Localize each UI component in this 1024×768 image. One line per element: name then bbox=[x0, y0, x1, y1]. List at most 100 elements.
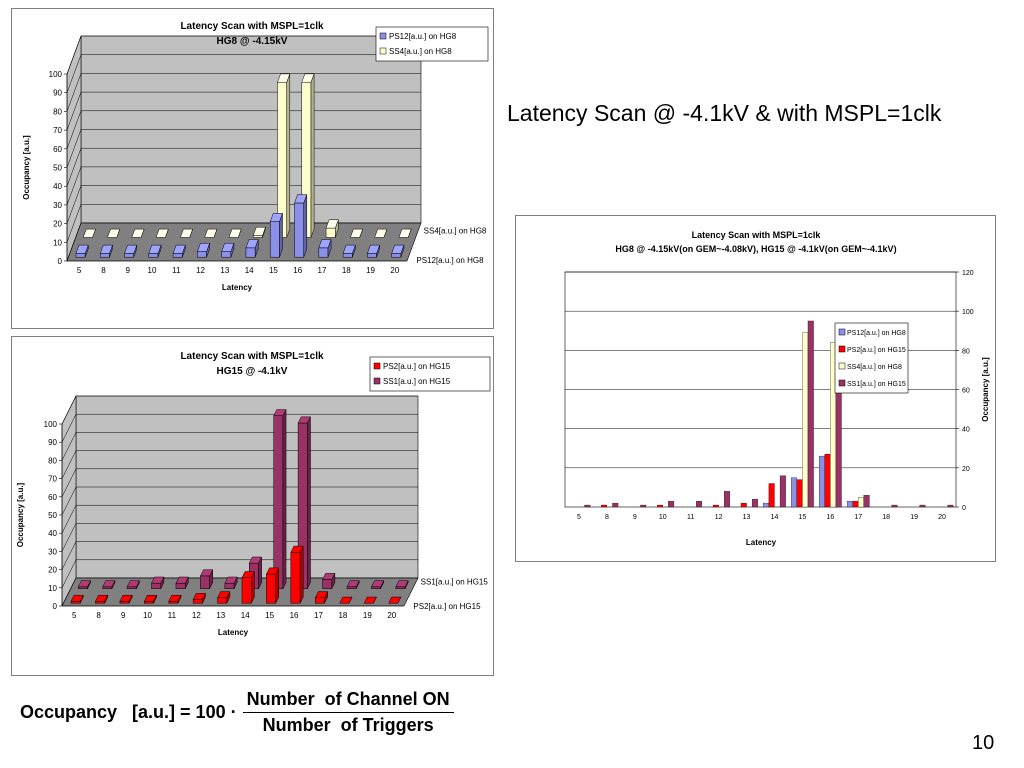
bar bbox=[824, 453, 831, 508]
bar-front bbox=[342, 253, 353, 258]
bar bbox=[751, 499, 758, 508]
bar bbox=[277, 73, 291, 238]
bar-top bbox=[363, 596, 377, 604]
bar-top bbox=[155, 228, 169, 238]
chart-hg8-box: 0 10 20 30 40 50 60 70 80 90 100 5 8 9 10 11 12 13 14 15 16 1… bbox=[11, 8, 494, 329]
bar-front bbox=[151, 582, 162, 589]
y-tick-label: 20 bbox=[962, 466, 970, 473]
bar-top bbox=[342, 244, 356, 254]
chart-hg15-box: 0 10 20 30 40 50 60 70 80 90 100 5 8 9 10 11 12 13 14 15 16 1… bbox=[11, 336, 494, 676]
legend-label: SS1[a.u.] on HG15 bbox=[383, 377, 451, 386]
bar-top bbox=[143, 594, 158, 602]
bar-top bbox=[366, 244, 381, 254]
x-tick-label: 11 bbox=[168, 611, 177, 620]
chart-hg15: 0 10 20 30 40 50 60 70 80 90 100 5 8 9 10 11 12 13 14 15 16 1… bbox=[16, 351, 491, 637]
bar-front bbox=[126, 586, 137, 589]
bar bbox=[217, 591, 231, 604]
bar-top bbox=[179, 228, 194, 238]
occupancy-formula: Occupancy [a.u.] = 100 · Number of Chann… bbox=[20, 688, 454, 736]
x-tick-label: 19 bbox=[910, 514, 918, 521]
gridline bbox=[61, 413, 418, 443]
legend-box bbox=[834, 322, 909, 394]
bar-front bbox=[197, 251, 207, 258]
y-tick-label: 100 bbox=[962, 309, 974, 316]
bar bbox=[151, 576, 165, 589]
bar bbox=[168, 594, 182, 604]
bar-front bbox=[119, 601, 130, 604]
bar bbox=[99, 244, 113, 258]
bar bbox=[768, 483, 775, 508]
x-tick-label: 14 bbox=[245, 266, 254, 275]
x-tick-label: 17 bbox=[854, 514, 862, 521]
bar bbox=[818, 455, 825, 508]
bar bbox=[363, 596, 377, 604]
bar-front bbox=[266, 573, 276, 604]
x-axis-title: Latency bbox=[222, 283, 253, 292]
chart-combined: 0 20 40 60 80 100 120 5 8 9 10 11 12 13 14 15 16 17 18 19 20… bbox=[564, 230, 990, 547]
bar bbox=[740, 502, 747, 508]
chart-hg8: 0 10 20 30 40 50 60 70 80 90 100 5 8 9 10 11 12 13 14 15 16 1… bbox=[22, 21, 489, 292]
bar-top bbox=[273, 409, 287, 416]
bar-front bbox=[241, 577, 252, 604]
bar bbox=[779, 475, 786, 508]
bar bbox=[301, 73, 315, 238]
chart-title: Latency Scan with MSPL=1clk bbox=[692, 230, 822, 240]
series-depth-label: PS12[a.u.] on HG8 bbox=[416, 256, 484, 265]
legend-swatch bbox=[838, 362, 846, 370]
bar-front bbox=[252, 235, 263, 238]
x-tick-label: 13 bbox=[216, 611, 225, 620]
bar bbox=[374, 228, 388, 238]
bar-top bbox=[339, 596, 353, 604]
chart-title: Latency Scan with MSPL=1clk bbox=[180, 351, 324, 362]
x-tick-label: 9 bbox=[125, 266, 130, 275]
legend-label: PS2[a.u.] on HG15 bbox=[383, 362, 451, 371]
chart-subtitle: HG15 @ -4.1kV bbox=[217, 366, 288, 377]
y-tick-label: 70 bbox=[53, 126, 62, 135]
bar-top bbox=[391, 244, 405, 254]
bar bbox=[252, 226, 266, 238]
bar-front bbox=[367, 253, 377, 258]
formula-fraction: Number of Channel ON Number of Triggers bbox=[242, 689, 454, 736]
legend-swatch bbox=[379, 47, 387, 55]
y-tick-label: 10 bbox=[48, 584, 57, 593]
bar-front bbox=[75, 253, 86, 258]
x-tick-label: 17 bbox=[318, 266, 327, 275]
bar-front bbox=[221, 251, 232, 258]
bar-side bbox=[282, 409, 287, 589]
legend-swatch bbox=[838, 328, 846, 336]
bar-front bbox=[78, 586, 88, 589]
bar bbox=[395, 580, 409, 589]
bar bbox=[891, 504, 898, 508]
bar bbox=[398, 228, 412, 238]
y-tick-label: 100 bbox=[49, 70, 63, 79]
x-tick-label: 12 bbox=[192, 611, 201, 620]
x-tick-label: 20 bbox=[938, 514, 946, 521]
legend-label: PS12[a.u.] on HG8 bbox=[389, 32, 457, 41]
x-tick-label: 8 bbox=[605, 514, 609, 521]
x-tick-label: 8 bbox=[101, 266, 106, 275]
bar bbox=[175, 576, 189, 589]
x-tick-label: 12 bbox=[196, 266, 205, 275]
bar-top bbox=[107, 228, 121, 238]
bar-top bbox=[126, 580, 140, 588]
bar-front bbox=[148, 253, 159, 258]
bar bbox=[919, 504, 926, 508]
bar bbox=[339, 596, 353, 604]
legend-label: SS4[a.u.] on HG8 bbox=[389, 47, 452, 56]
bar-top bbox=[99, 244, 113, 254]
bar-front bbox=[395, 586, 406, 589]
bar bbox=[94, 594, 109, 604]
bar-top bbox=[252, 226, 266, 236]
y-tick-label: 90 bbox=[53, 89, 62, 98]
bar bbox=[612, 502, 619, 508]
bar-top bbox=[119, 594, 133, 602]
gridline bbox=[66, 73, 421, 112]
bar-front bbox=[318, 247, 329, 258]
slide-title: Latency Scan @ -4.1kV & with MSPL=1clk bbox=[507, 100, 942, 126]
chart-title: Latency Scan with MSPL=1clk bbox=[180, 21, 324, 32]
y-tick-label: 30 bbox=[48, 547, 57, 556]
bar bbox=[77, 580, 92, 589]
x-tick-label: 19 bbox=[366, 266, 375, 275]
bar-side bbox=[303, 194, 308, 258]
bar-top bbox=[168, 594, 182, 602]
